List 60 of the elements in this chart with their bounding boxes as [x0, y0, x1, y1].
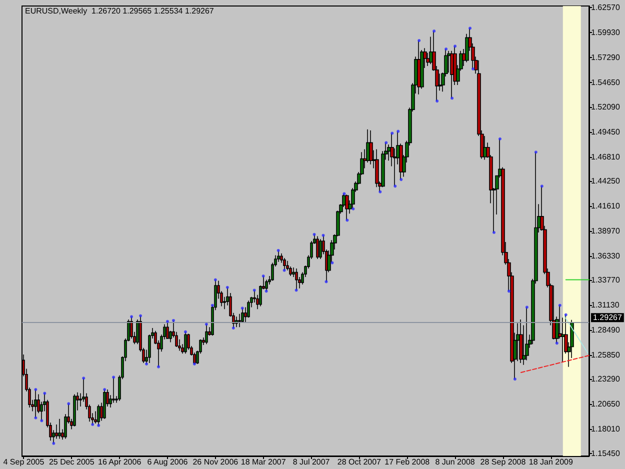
chart-title: EURUSD,Weekly 1.26720 1.29565 1.25534 1.29267	[25, 6, 214, 16]
candlestick	[34, 389, 37, 418]
y-tick-label: 1.28490	[591, 326, 620, 335]
candlestick	[97, 404, 100, 426]
candlestick	[73, 394, 76, 427]
x-tick-label: 4 Sep 2005	[3, 458, 45, 466]
candlestick	[112, 376, 115, 404]
candlestick	[345, 194, 349, 221]
x-tick-label: 6 Aug 2006	[147, 458, 188, 466]
y-tick-label: 1.33770	[591, 276, 620, 285]
y-tick-label: 1.15450	[591, 448, 620, 458]
candlestick	[205, 324, 208, 345]
candlestick	[166, 321, 169, 339]
y-tick-label: 1.36330	[591, 251, 620, 260]
y-tick-label: 1.57290	[591, 53, 620, 62]
y-tick-label: 1.44250	[591, 176, 620, 186]
y-tick-label: 1.20650	[591, 400, 620, 409]
candlestick	[417, 40, 421, 95]
candlestick	[277, 250, 280, 262]
y-tick-label: 1.41610	[591, 201, 620, 210]
candlestick	[241, 308, 244, 323]
candlestick	[184, 331, 187, 354]
candlestick	[247, 300, 250, 318]
x-tick-label: 26 Nov 2006	[192, 458, 239, 466]
y-tick-label: 1.46810	[591, 152, 620, 162]
candlestick	[265, 279, 268, 292]
candlestick	[238, 313, 241, 328]
y-tick-label: 1.31130	[591, 300, 620, 310]
x-tick-label: 28 Sep 2008	[480, 458, 526, 466]
candlestick	[525, 306, 529, 361]
x-tick-label: 17 Feb 2008	[384, 458, 430, 466]
candlestick	[103, 389, 106, 420]
candlestick	[319, 238, 322, 260]
y-tick-label: 1.18010	[591, 424, 620, 434]
y-tick-label: 1.54650	[591, 78, 620, 88]
candlestick	[283, 258, 286, 271]
y-tick-label: 1.62570	[591, 3, 620, 12]
x-tick-label: 18 Mar 2007	[240, 458, 286, 466]
x-tick-label: 16 Apr 2006	[98, 458, 142, 466]
y-tick-label: 1.25850	[591, 350, 620, 360]
candlestick	[58, 418, 61, 440]
x-tick-label: 28 Oct 2007	[337, 458, 382, 466]
candlestick	[316, 236, 319, 260]
ref-line-label: 1.29267	[593, 313, 622, 322]
y-tick-label: 1.38970	[591, 226, 620, 236]
y-tick-label: 1.59930	[591, 28, 620, 38]
y-tick-label: 1.49450	[591, 127, 620, 136]
x-tick-label: 18 Jan 2009	[528, 458, 574, 466]
candlestick	[375, 148, 379, 188]
candlestick	[465, 34, 469, 63]
x-tick-label: 25 Dec 2005	[48, 458, 95, 466]
candlestick	[369, 130, 373, 165]
candlestick	[552, 285, 556, 340]
candlestick	[295, 268, 298, 291]
candlestick	[450, 50, 454, 99]
y-tick-label: 1.52090	[591, 102, 620, 112]
x-tick-label: 8 Jul 2007	[292, 458, 330, 466]
y-tick-label: 1.23290	[591, 374, 620, 384]
candlestick	[519, 319, 523, 364]
x-tick-label: 8 Jun 2008	[435, 458, 476, 466]
